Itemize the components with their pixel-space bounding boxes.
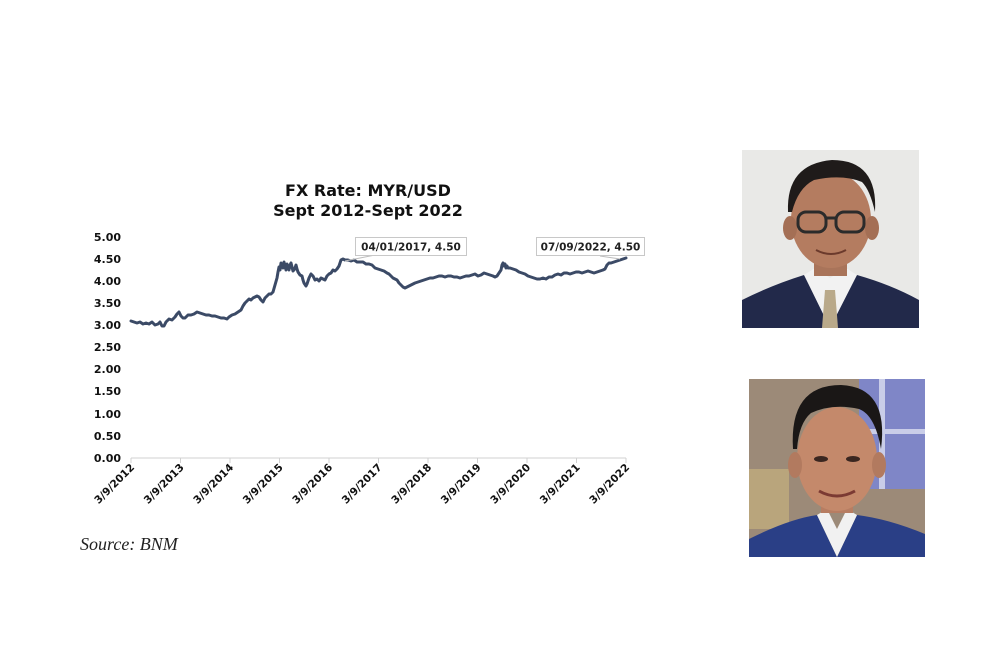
x-tick: 3/9/2022 xyxy=(587,462,632,507)
chart-title: FX Rate: MYR/USD Sept 2012-Sept 2022 xyxy=(200,181,536,221)
chart-title-line1: FX Rate: MYR/USD xyxy=(285,181,451,200)
x-tick: 3/9/2016 xyxy=(290,462,335,507)
y-tick: 3.00 xyxy=(94,319,121,332)
y-tick: 4.50 xyxy=(94,253,121,266)
y-tick: 2.00 xyxy=(94,363,121,376)
y-tick: 2.50 xyxy=(94,341,121,354)
x-tick: 3/9/2015 xyxy=(241,462,286,507)
annotation-label: 04/01/2017, 4.50 xyxy=(361,242,461,254)
portrait-photo-2 xyxy=(749,379,925,557)
x-tick: 3/9/2017 xyxy=(340,462,385,507)
y-tick: 5.00 xyxy=(94,231,121,244)
annotation-peak-2017: 04/01/2017, 4.50 xyxy=(344,237,467,262)
y-tick: 4.00 xyxy=(94,275,121,288)
chart-title-line2: Sept 2012-Sept 2022 xyxy=(273,201,463,220)
y-tick: 0.50 xyxy=(94,430,121,443)
y-tick: 0.00 xyxy=(94,452,121,465)
source-note: Source: BNM xyxy=(80,534,178,554)
y-tick: 1.50 xyxy=(94,385,121,398)
x-tick: 3/9/2019 xyxy=(439,462,484,507)
x-tick: 3/9/2020 xyxy=(488,462,533,507)
portrait-photo-1 xyxy=(742,150,919,328)
x-tick: 3/9/2013 xyxy=(142,462,187,507)
y-tick: 1.00 xyxy=(94,408,121,421)
x-tick: 3/9/2018 xyxy=(389,462,434,507)
fx-rate-line xyxy=(129,256,628,328)
annotation-label: 07/09/2022, 4.50 xyxy=(541,242,641,254)
annotation-latest-2022: 07/09/2022, 4.50 xyxy=(536,237,645,260)
x-tick: 3/9/2021 xyxy=(538,462,583,507)
y-tick: 3.50 xyxy=(94,297,121,310)
x-axis: 3/9/2012 3/9/2013 3/9/2014 3/9/2015 3/9/… xyxy=(92,457,632,507)
x-tick: 3/9/2012 xyxy=(92,462,137,507)
y-axis: 5.00 4.50 4.00 3.50 3.00 2.50 2.00 1.50 … xyxy=(94,231,121,465)
x-tick: 3/9/2014 xyxy=(191,462,236,507)
